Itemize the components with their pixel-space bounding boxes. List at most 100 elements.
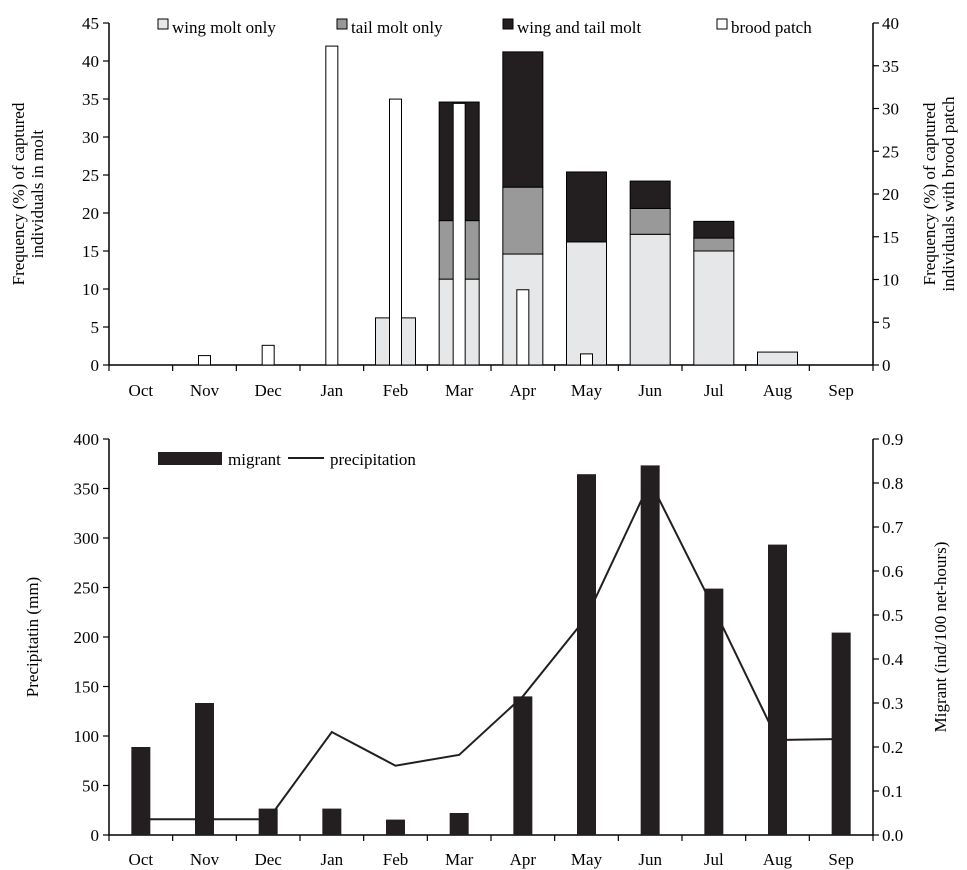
y2-tick-label: 40 — [882, 14, 899, 33]
x-tick-label: Dec — [254, 381, 282, 400]
bar-brood-patch — [389, 98, 402, 366]
x-tick-label: Apr — [510, 381, 537, 400]
y-tick-label: 300 — [74, 529, 100, 548]
x-tick-label: Nov — [190, 381, 220, 400]
bar-brood-patch — [198, 355, 211, 366]
y-tick-label: 5 — [91, 318, 100, 337]
bar-migrant — [195, 703, 214, 835]
legend-swatch — [716, 18, 728, 30]
x-tick-label: May — [571, 381, 603, 400]
y2-tick-label: 0.5 — [882, 606, 903, 625]
bar-wing-and-tail-molt — [629, 180, 671, 209]
y2-tick-label: 25 — [882, 142, 899, 161]
legend-swatch — [336, 18, 348, 30]
x-tick-label: Dec — [254, 850, 282, 869]
x-tick-label: Jun — [638, 850, 662, 869]
x-tick-label: May — [571, 850, 603, 869]
legend-label: brood patch — [731, 18, 812, 37]
y2-axis-title-line: individuals with brood patch — [939, 96, 958, 292]
bar-wing-and-tail-molt — [566, 171, 607, 243]
y-tick-label: 45 — [82, 14, 99, 33]
line-precipitation — [140, 479, 842, 821]
y-tick-label: 40 — [82, 52, 99, 71]
x-tick-label: Apr — [510, 850, 537, 869]
bar-migrant — [513, 696, 533, 835]
legend-swatch — [157, 18, 169, 30]
migrant-precipitation-chart: 0 50 100 150 200 250 300 350 400 0.0 0.1 0.2 0.3 0.4 0… — [23, 430, 950, 869]
bar-migrant — [640, 465, 660, 835]
legend-swatch — [158, 452, 222, 465]
y2-axis-title-line: Frequency (%) of captured — [920, 102, 939, 285]
bar-migrant — [449, 813, 469, 835]
y-tick-label: 25 — [82, 166, 99, 185]
bar-migrant — [577, 474, 596, 835]
bar-migrant — [386, 819, 405, 835]
y-tick-label: 35 — [82, 90, 99, 109]
x-tick-label: Mar — [445, 850, 474, 869]
bar-migrant — [322, 808, 342, 835]
bar-brood-patch — [580, 353, 593, 366]
x-tick-label: Jan — [320, 850, 343, 869]
x-tick-label: Oct — [129, 381, 154, 400]
y2-tick-label: 0.7 — [882, 518, 904, 537]
x-tick-label: Feb — [383, 381, 409, 400]
y2-tick-label: 5 — [882, 313, 891, 332]
y2-tick-label: 20 — [882, 185, 899, 204]
y2-axis-title: Frequency (%) of capturedindividuals wit… — [920, 96, 958, 292]
y-tick-label: 30 — [82, 128, 99, 147]
x-tick-label: Mar — [445, 381, 474, 400]
bar-brood-patch — [516, 289, 530, 366]
bar-wing-molt-only — [693, 250, 735, 366]
bar-migrant — [131, 747, 151, 835]
bar-wing-molt-only — [629, 233, 671, 366]
y2-tick-label: 0.8 — [882, 474, 903, 493]
x-tick-label: Jul — [704, 850, 724, 869]
bar-wing-molt-only — [757, 351, 798, 366]
x-tick-label: Nov — [190, 850, 220, 869]
y2-tick-label: 10 — [882, 271, 899, 290]
bar-tail-molt-only — [502, 186, 544, 255]
y-axis-title: Precipitatin (mm) — [23, 577, 42, 697]
x-tick-label: Aug — [763, 850, 793, 869]
y2-tick-label: 0.2 — [882, 738, 903, 757]
x-tick-label: Aug — [763, 381, 793, 400]
y2-tick-label: 30 — [882, 100, 899, 119]
y-tick-label: 15 — [82, 242, 99, 261]
y2-tick-label: 35 — [882, 57, 899, 76]
x-tick-label: Sep — [828, 381, 854, 400]
bar-migrant — [258, 808, 278, 835]
x-tick-label: Jul — [704, 381, 724, 400]
x-tick-label: Oct — [129, 850, 154, 869]
x-tick-label: Jun — [638, 381, 662, 400]
bar-tail-molt-only — [693, 237, 735, 252]
legend-label: tail molt only — [351, 18, 443, 37]
molt-brood-patch-chart: 0 5 10 15 20 25 30 35 40 45 0 5 10 15 20 25 30 35 40 Oct Nov… — [9, 14, 958, 400]
y-tick-label: 10 — [82, 280, 99, 299]
y2-tick-label: 15 — [882, 228, 899, 247]
legend-label: wing molt only — [172, 18, 276, 37]
bar-tail-molt-only — [629, 207, 671, 235]
bar-brood-patch — [325, 45, 339, 366]
y-axis-title: Frequency (%) of capturedindividuals in … — [9, 102, 47, 285]
y2-tick-label: 0.3 — [882, 694, 903, 713]
y2-tick-label: 0.6 — [882, 562, 903, 581]
y-tick-label: 50 — [82, 777, 99, 796]
bar-wing-and-tail-molt — [502, 51, 544, 188]
legend-label: precipitation — [330, 450, 416, 469]
x-tick-label: Sep — [828, 850, 854, 869]
y-tick-label: 20 — [82, 204, 99, 223]
legend-label: wing and tail molt — [517, 18, 641, 37]
y-tick-label: 350 — [74, 480, 100, 499]
y-tick-label: 400 — [74, 430, 100, 449]
bar-brood-patch — [261, 344, 275, 366]
y-axis-title-line: individuals in molt — [28, 130, 47, 259]
y2-tick-label: 0.1 — [882, 782, 903, 801]
x-tick-label: Jan — [320, 381, 343, 400]
y-tick-label: 0 — [91, 356, 100, 375]
bar-brood-patch — [452, 102, 466, 366]
bar-migrant — [704, 588, 724, 835]
bar-wing-molt-only — [566, 241, 607, 366]
legend-label: migrant — [228, 450, 281, 469]
x-tick-label: Feb — [383, 850, 409, 869]
